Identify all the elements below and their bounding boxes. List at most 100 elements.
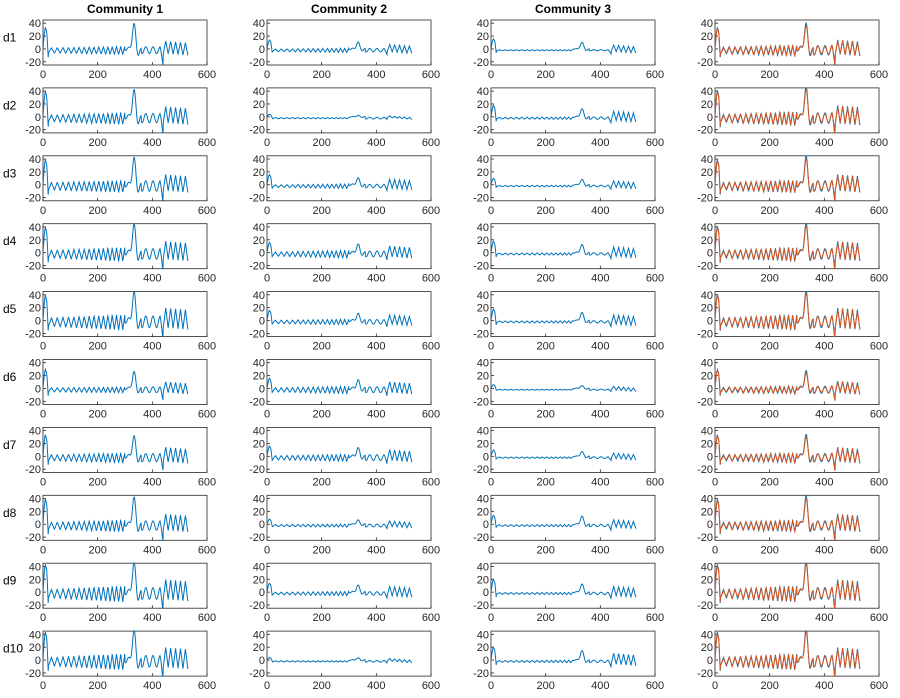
y-tick-label: 20	[253, 167, 265, 179]
x-tick-label: 200	[312, 680, 330, 692]
series-line	[266, 39, 413, 57]
axes-box	[266, 494, 432, 541]
x-tick-label: 200	[536, 476, 554, 488]
y-tick-label: 40	[29, 426, 41, 438]
overlay-series-line	[714, 88, 861, 134]
x-tick-label: 200	[88, 341, 106, 353]
y-tick-label: 20	[29, 574, 41, 586]
y-tick-label: 40	[29, 561, 41, 573]
axes-box	[42, 155, 208, 202]
y-tick-label: 40	[29, 86, 41, 98]
x-tick-label: 600	[198, 341, 216, 353]
column-title-2: Community 2	[311, 2, 387, 16]
y-tick-label: 0	[35, 112, 41, 124]
y-tick-label: 20	[701, 371, 713, 383]
x-tick-label: 200	[536, 544, 554, 556]
y-tick-label: 20	[477, 99, 489, 111]
x-tick-label: 0	[264, 137, 270, 149]
x-tick-label: 400	[143, 273, 161, 285]
y-tick-label: -20	[249, 396, 265, 408]
y-tick-label: -20	[697, 193, 713, 205]
y-tick-label: 0	[483, 248, 489, 260]
axes-box	[490, 494, 656, 541]
y-tick-label: -20	[473, 328, 489, 340]
y-tick-label: -20	[249, 328, 265, 340]
x-tick-label: 600	[870, 137, 888, 149]
y-tick-label: -20	[697, 260, 713, 272]
x-tick-label: 600	[870, 341, 888, 353]
axes-box	[266, 19, 432, 66]
axes-box	[490, 426, 656, 473]
axes-box	[714, 359, 880, 405]
y-tick-label: 0	[35, 451, 41, 463]
x-tick-label: 400	[591, 273, 609, 285]
x-tick-label: 0	[488, 69, 494, 81]
y-tick-label: 0	[483, 655, 489, 667]
y-tick-label: 20	[29, 438, 41, 450]
y-tick-label: 20	[477, 438, 489, 450]
series-line	[490, 449, 637, 462]
x-tick-label: 400	[367, 137, 385, 149]
x-tick-label: 600	[870, 680, 888, 692]
y-tick-label: 20	[253, 438, 265, 450]
x-tick-label: 200	[312, 409, 330, 421]
y-tick-label: 40	[253, 154, 265, 166]
x-tick-label: 0	[264, 544, 270, 556]
axes-box	[266, 562, 432, 609]
x-tick-label: 200	[760, 409, 778, 421]
x-tick-label: 400	[815, 612, 833, 624]
series-line	[266, 241, 413, 261]
axes-box	[42, 426, 208, 473]
x-tick-label: 0	[712, 476, 718, 488]
x-tick-label: 200	[760, 205, 778, 217]
y-tick-label: 20	[253, 303, 265, 315]
x-tick-label: 400	[591, 612, 609, 624]
x-tick-label: 0	[712, 341, 718, 353]
y-tick-label: 0	[259, 383, 265, 395]
x-tick-label: 200	[88, 409, 106, 421]
x-tick-label: 0	[264, 409, 270, 421]
axes-box	[42, 19, 208, 66]
series-line	[266, 173, 413, 193]
y-tick-label: 0	[35, 316, 41, 328]
x-tick-label: 200	[536, 137, 554, 149]
x-tick-label: 0	[40, 476, 46, 488]
x-tick-label: 200	[760, 273, 778, 285]
x-tick-label: 400	[815, 680, 833, 692]
x-tick-label: 600	[646, 612, 664, 624]
x-tick-label: 200	[88, 680, 106, 692]
y-tick-label: 20	[253, 574, 265, 586]
axes-box	[714, 223, 880, 270]
y-tick-label: 0	[707, 383, 713, 395]
x-tick-label: 600	[422, 273, 440, 285]
series-line	[266, 518, 413, 530]
y-tick-label: -20	[473, 464, 489, 476]
series-line	[42, 88, 189, 134]
y-tick-label: -20	[249, 600, 265, 612]
axes-box	[490, 291, 656, 338]
series-line	[266, 582, 413, 600]
row-label-d9: d9	[3, 574, 17, 588]
x-tick-label: 0	[488, 680, 494, 692]
row-label-d7: d7	[3, 438, 17, 452]
y-tick-label: 20	[29, 506, 41, 518]
y-tick-label: -20	[25, 125, 41, 137]
row-label-d2: d2	[3, 98, 17, 112]
overlay-series-line	[714, 498, 861, 541]
x-tick-label: 0	[40, 69, 46, 81]
x-tick-label: 200	[536, 409, 554, 421]
y-tick-label: 40	[701, 494, 713, 506]
x-tick-label: 600	[646, 476, 664, 488]
y-tick-label: 20	[29, 99, 41, 111]
y-tick-label: -20	[473, 600, 489, 612]
